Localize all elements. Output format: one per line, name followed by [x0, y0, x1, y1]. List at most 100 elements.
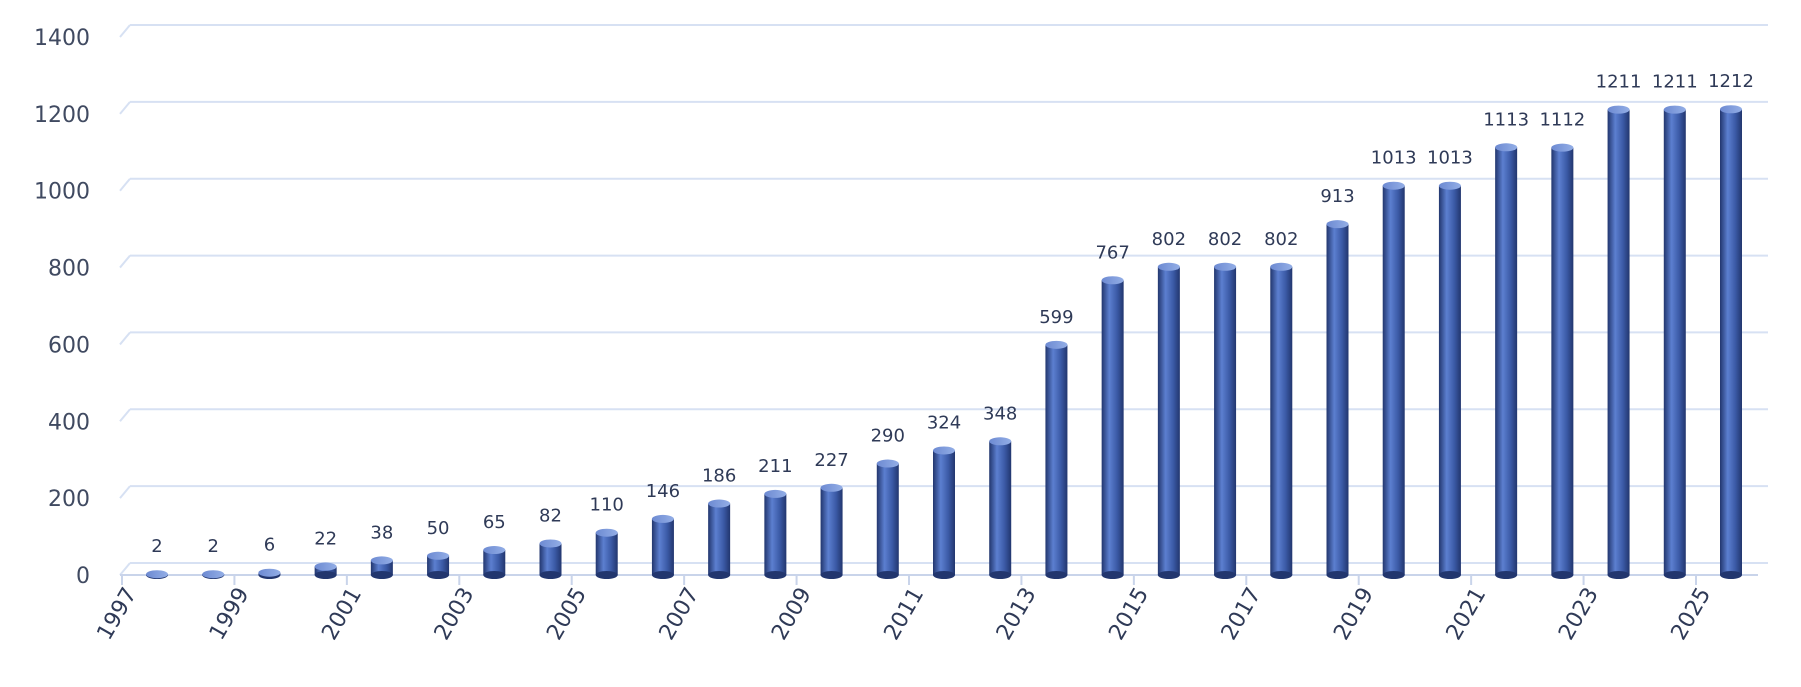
bar: [370, 556, 393, 579]
bars: [146, 105, 1742, 579]
data-label: 211: [758, 456, 792, 477]
bar-top: [1382, 181, 1405, 190]
bar-base: [483, 571, 506, 579]
grid-line-depth: [119, 24, 131, 38]
bar: [708, 499, 731, 579]
bar-top: [1101, 276, 1124, 285]
bar-body: [1551, 147, 1574, 575]
bar: [1214, 262, 1237, 579]
bar-base: [1551, 571, 1574, 579]
bar: [1495, 143, 1518, 579]
bar-base: [1214, 571, 1237, 579]
bar-top: [370, 556, 393, 565]
data-label: 1013: [1371, 148, 1417, 169]
bar-body: [370, 560, 393, 575]
bar-base: [427, 571, 450, 579]
bar-base: [876, 571, 899, 579]
bar-top: [1607, 105, 1630, 114]
bar: [1045, 340, 1068, 579]
bar-base: [1157, 571, 1180, 579]
x-tick-label: 2005: [542, 584, 592, 645]
bar-base: [1663, 571, 1686, 579]
bar-top: [820, 483, 843, 492]
bar: [651, 514, 674, 579]
bar-body: [1382, 185, 1405, 575]
x-axis-ticks: 1997 1999 2001 2003 2005 2007 2009 2011 2013 2015…: [93, 575, 1716, 645]
bar: [595, 528, 618, 579]
bar-base: [820, 571, 843, 579]
data-label: 1112: [1539, 110, 1585, 131]
bar: [539, 539, 562, 579]
bar: [314, 562, 337, 579]
bar-base: [1438, 571, 1461, 579]
bar-body: [1326, 224, 1349, 575]
bar-base: [933, 571, 955, 579]
bar-body: [314, 566, 337, 575]
bar-top: [764, 489, 787, 498]
bar-top: [595, 528, 618, 537]
data-label: 227: [814, 450, 848, 471]
x-tick-label: 2003: [430, 584, 480, 645]
x-tick-label: 1999: [205, 584, 255, 645]
bar-top: [202, 570, 225, 579]
data-label: 599: [1039, 307, 1073, 328]
bar: [1270, 262, 1293, 579]
bar-top: [1551, 143, 1574, 152]
bar: [1720, 105, 1742, 579]
bar: [1551, 143, 1574, 579]
data-label: 802: [1152, 229, 1186, 250]
bar-body: [595, 532, 618, 575]
bar: [202, 570, 225, 579]
bar: [1607, 105, 1630, 579]
grid-line-depth: [119, 562, 131, 576]
x-tick-label: 2013: [992, 584, 1042, 645]
bar-top: [314, 562, 337, 571]
bar-top: [1045, 340, 1068, 349]
x-tick-label: 2023: [1554, 584, 1604, 645]
grid-line-depth: [119, 485, 131, 499]
bar-body: [427, 555, 450, 575]
bar: [1663, 105, 1686, 579]
bar-body: [1663, 109, 1686, 575]
bar-base: [1382, 571, 1405, 579]
bar-body: [651, 518, 674, 575]
data-label: 913: [1320, 186, 1354, 207]
bar: [258, 568, 281, 579]
bar-base: [1720, 571, 1742, 579]
bar-base: [764, 571, 787, 579]
x-tick-label: 2019: [1329, 584, 1379, 645]
bar-body: [1270, 266, 1293, 575]
bar-top: [1438, 181, 1461, 190]
y-tick-label: 600: [48, 333, 90, 358]
bar-body: [820, 487, 843, 575]
bar-top: [1663, 105, 1686, 114]
bar-body: [1214, 266, 1237, 575]
grid-lines: [119, 24, 1768, 576]
data-label: 50: [427, 518, 450, 539]
bar: [1101, 276, 1124, 579]
bar-base: [314, 571, 337, 579]
bar-body: [1101, 280, 1124, 575]
bar: [1382, 181, 1405, 579]
bar-base: [1495, 571, 1518, 579]
bar-base: [539, 571, 562, 579]
data-label: 767: [1095, 242, 1129, 263]
data-label: 6: [264, 535, 275, 556]
grid-line-depth: [119, 331, 131, 346]
x-tick-label: 2001: [317, 584, 367, 645]
data-label: 1212: [1708, 71, 1754, 92]
bar-top: [427, 551, 450, 560]
bar-top: [483, 546, 506, 555]
bar-top: [651, 514, 674, 523]
bar: [820, 483, 843, 579]
data-label: 2: [207, 536, 218, 557]
bar-body: [989, 441, 1012, 575]
bar: [989, 437, 1012, 579]
y-tick-label: 0: [76, 564, 90, 589]
bar-top: [1270, 262, 1293, 271]
bar-top: [1157, 262, 1180, 271]
data-label: 348: [983, 403, 1017, 424]
x-tick-label: 1997: [93, 584, 143, 645]
y-axis-ticks: 0 200 400 600 800 1000 1200 1400: [34, 26, 90, 589]
